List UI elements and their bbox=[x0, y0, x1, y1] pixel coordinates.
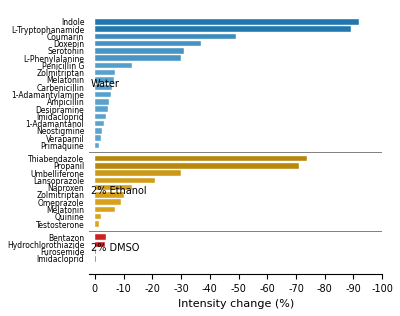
Bar bbox=[95, 19, 359, 25]
Bar bbox=[95, 99, 109, 105]
Text: 2% DMSO: 2% DMSO bbox=[91, 243, 139, 253]
Bar bbox=[95, 26, 350, 32]
Bar bbox=[95, 143, 99, 148]
Bar bbox=[95, 185, 132, 190]
Bar bbox=[95, 242, 105, 247]
Bar bbox=[95, 128, 102, 134]
Bar bbox=[95, 234, 106, 240]
Bar bbox=[95, 221, 99, 227]
Bar bbox=[95, 121, 104, 126]
Bar bbox=[95, 136, 101, 141]
Bar bbox=[95, 85, 112, 90]
Bar bbox=[95, 156, 308, 161]
Bar bbox=[95, 207, 115, 212]
Bar bbox=[95, 192, 124, 198]
Bar bbox=[95, 256, 96, 262]
Bar bbox=[95, 70, 115, 76]
Bar bbox=[95, 48, 184, 54]
Bar bbox=[95, 249, 96, 254]
Bar bbox=[95, 55, 181, 61]
Text: 2% Ethanol: 2% Ethanol bbox=[91, 186, 146, 196]
Text: Water: Water bbox=[91, 79, 120, 88]
Bar bbox=[95, 114, 106, 119]
X-axis label: Intensity change (%): Intensity change (%) bbox=[178, 299, 294, 309]
Bar bbox=[95, 33, 236, 39]
Bar bbox=[95, 199, 121, 205]
Bar bbox=[95, 214, 101, 219]
Bar bbox=[95, 77, 114, 83]
Bar bbox=[95, 92, 111, 97]
Bar bbox=[95, 106, 108, 112]
Bar bbox=[95, 170, 181, 176]
Bar bbox=[95, 63, 132, 68]
Bar bbox=[95, 163, 299, 168]
Bar bbox=[95, 41, 201, 46]
Bar bbox=[95, 178, 155, 183]
